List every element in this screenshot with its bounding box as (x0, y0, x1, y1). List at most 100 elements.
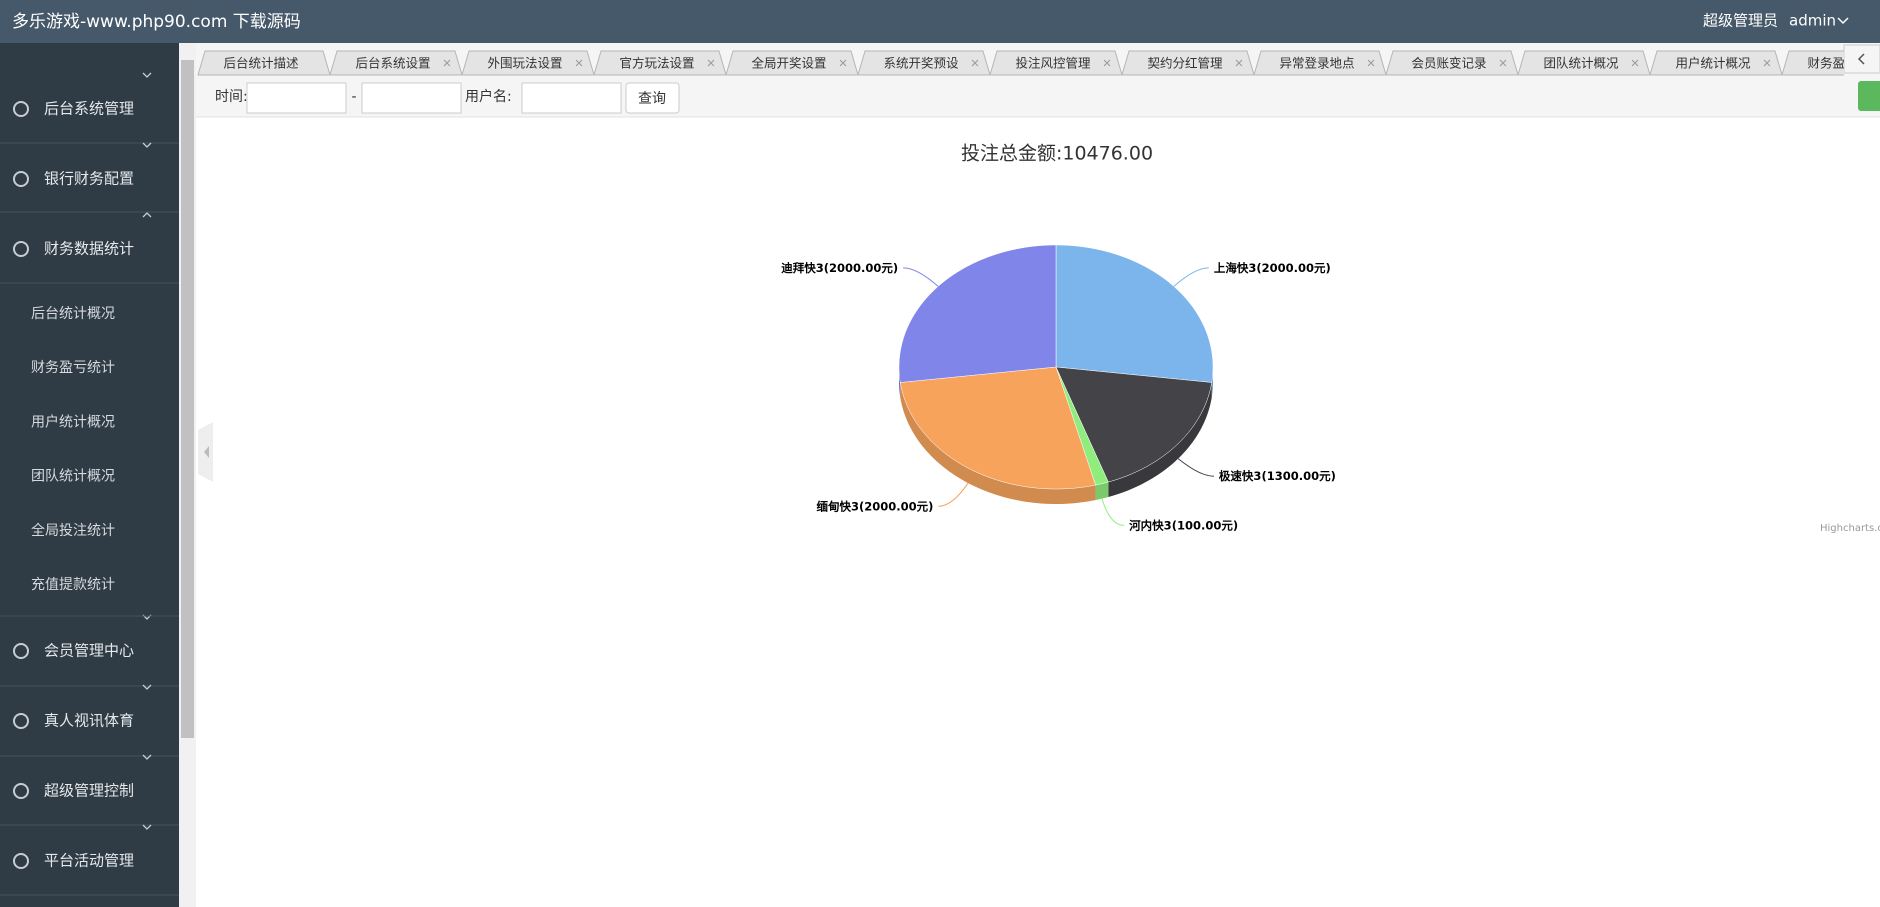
chart: 投注总金额:10476.00 Highcharts.com 上海快3(2000.00… (781, 143, 1880, 535)
pie-slice[interactable] (1055, 244, 1214, 383)
tab-label[interactable]: 系统开奖预设 (883, 56, 959, 71)
menu-caret (142, 684, 152, 690)
submenu-item[interactable]: 全局投注统计 (31, 522, 115, 539)
tab-label[interactable]: 官方玩法设置 (619, 56, 694, 71)
query-button-label[interactable]: 查询 (638, 91, 666, 107)
tab-label[interactable]: 后台系统设置 (355, 56, 430, 71)
pie-slice-side (1211, 367, 1213, 398)
tab-label[interactable]: 契约分红管理 (1147, 56, 1223, 71)
submenu-item[interactable]: 用户统计概况 (31, 413, 115, 430)
submenu-item[interactable]: 充值提款统计 (31, 577, 115, 593)
connector (903, 267, 939, 287)
tab[interactable] (593, 50, 727, 76)
tab[interactable] (461, 50, 595, 76)
tab-close[interactable] (443, 59, 451, 67)
tab-label[interactable]: 团队统计概况 (1543, 56, 1619, 71)
refresh-button[interactable] (1858, 81, 1880, 111)
value-label: (2000.00元) (824, 260, 898, 274)
connector (1177, 458, 1214, 477)
menu-icon (13, 853, 29, 869)
menu-label: 银行财务配置 (44, 170, 134, 188)
tab-close[interactable] (1367, 59, 1375, 67)
date-start-input[interactable] (246, 82, 347, 114)
submenu-item[interactable]: 团队统计概况 (31, 469, 115, 485)
user-name[interactable]: admin (1789, 12, 1836, 30)
menu-icon (13, 101, 29, 117)
scrollbar-thumb[interactable] (181, 60, 194, 738)
user-role: 超级管理员 (1703, 12, 1778, 30)
category-label: 河内快3 (1129, 518, 1172, 532)
menu-label: 超级管理控制 (44, 782, 134, 800)
user-label: 用户名: (465, 88, 512, 105)
pie-slice[interactable] (899, 366, 1096, 490)
tab[interactable] (857, 50, 991, 76)
category-label: 迪拜快3 (781, 260, 824, 274)
tab[interactable] (1385, 50, 1519, 76)
tab-scroll-left[interactable] (1843, 44, 1880, 74)
menu-caret (142, 212, 152, 218)
user-caret (1837, 17, 1849, 25)
pie-slice[interactable] (898, 244, 1057, 383)
menu-icon (13, 643, 29, 659)
tab-label[interactable]: 全局开奖设置 (751, 56, 826, 71)
data-label: 上海快3(2000.00元) (1214, 260, 1331, 274)
menu-label: 平台活动管理 (44, 852, 134, 870)
menu-icon (13, 713, 29, 729)
chart-credits: Highcharts.com (1820, 523, 1880, 534)
menu-caret (142, 754, 152, 760)
submenu-item[interactable]: 后台统计概况 (31, 306, 115, 322)
tab-bar: 后台统计描述 后台系统设置 外围玩法设置 官方玩法设置 全局开奖设置 系统开奖预设 投注风控… (197, 50, 1880, 76)
tab-close[interactable] (575, 59, 583, 67)
menu-label: 财务数据统计 (44, 240, 134, 258)
data-label: 迪拜快3(2000.00元) (781, 260, 898, 274)
tab[interactable] (989, 50, 1123, 76)
tab-close[interactable] (839, 59, 847, 67)
tab[interactable] (1517, 50, 1651, 76)
tab[interactable] (329, 50, 463, 76)
tab-label[interactable]: 外围玩法设置 (487, 56, 562, 71)
date-end-input[interactable] (361, 82, 462, 114)
query-button[interactable] (625, 82, 680, 114)
top-bar (0, 0, 1880, 43)
submenu-item[interactable]: 财务盈亏统计 (31, 360, 115, 376)
tab-close[interactable] (1103, 59, 1111, 67)
tab[interactable] (197, 50, 331, 76)
tab-close[interactable] (1499, 59, 1507, 67)
tab-close[interactable] (1631, 59, 1639, 67)
tab[interactable] (1649, 50, 1783, 76)
tab-close[interactable] (707, 59, 715, 67)
value-label: (2000.00元) (859, 499, 933, 513)
menu-icon (13, 783, 29, 799)
tab-close[interactable] (971, 59, 979, 67)
date-separator: - (351, 89, 356, 105)
tab-label[interactable]: 用户统计概况 (1675, 56, 1751, 71)
collapse-icon (204, 446, 209, 458)
tab-label[interactable]: 财务盈亏统计 (1807, 56, 1880, 71)
tab[interactable] (725, 50, 859, 76)
tab-label[interactable]: 投注风控管理 (1015, 56, 1091, 71)
connector (1101, 498, 1125, 526)
connector (938, 482, 969, 507)
tab-label[interactable]: 异常登录地点 (1279, 56, 1354, 71)
category-label: 极速快3 (1219, 469, 1262, 483)
category-label: 缅甸快3 (816, 499, 859, 513)
menu-icon (13, 241, 29, 257)
data-label: 河内快3(100.00元) (1129, 518, 1238, 532)
pie-slice-side (900, 382, 1096, 504)
data-label: 缅甸快3(2000.00元) (816, 499, 933, 513)
username-input[interactable] (521, 82, 622, 114)
chart-title: 投注总金额:10476.00 (961, 143, 1153, 165)
tab[interactable] (1121, 50, 1255, 76)
tab-label[interactable]: 后台统计描述 (223, 56, 299, 71)
menu-caret (142, 142, 152, 148)
data-label: 极速快3(1300.00元) (1219, 469, 1336, 483)
tab[interactable] (1253, 50, 1387, 76)
menu-caret (142, 824, 152, 830)
tab[interactable] (1781, 50, 1880, 76)
tab-close[interactable] (1763, 59, 1771, 67)
pie-slice[interactable] (1055, 366, 1213, 483)
value-label: (2000.00元) (1256, 260, 1330, 274)
tab-close[interactable] (1235, 59, 1243, 67)
tab-label[interactable]: 会员账变记录 (1411, 56, 1486, 71)
